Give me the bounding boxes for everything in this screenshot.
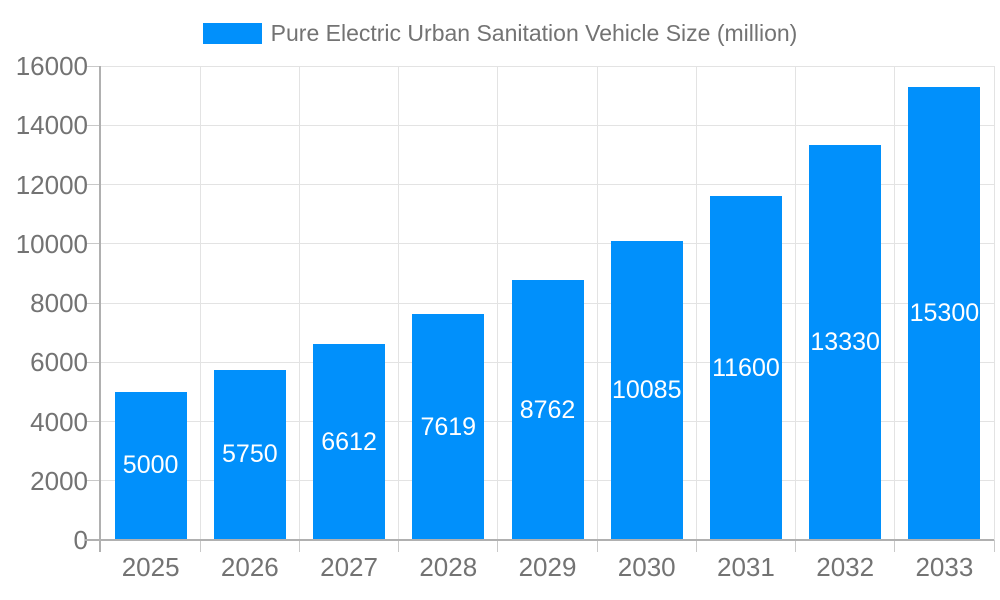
x-axis-tick [894, 540, 896, 552]
y-axis-tick [86, 65, 101, 67]
gridline-horizontal [101, 184, 994, 185]
bar-2025: 5000 [114, 391, 187, 540]
bar-value-label: 7619 [420, 412, 477, 441]
x-axis-tick [497, 540, 499, 552]
bar-value-label: 8762 [519, 395, 576, 424]
gridline-vertical [695, 66, 697, 540]
y-axis-label: 12000 [15, 169, 88, 200]
y-axis-label: 6000 [30, 347, 88, 378]
x-axis-tick [695, 540, 697, 552]
y-axis-label: 10000 [15, 228, 88, 259]
bar-value-label: 10085 [611, 376, 682, 405]
y-axis-label: 0 [73, 525, 88, 555]
chart-legend[interactable]: Pure Electric Urban Sanitation Vehicle S… [0, 21, 1000, 46]
bar-2027: 6612 [313, 344, 386, 540]
gridline-vertical [596, 66, 598, 540]
bar-2026: 5750 [213, 369, 286, 540]
gridline-horizontal [101, 124, 994, 126]
x-axis-tick [795, 540, 797, 552]
bar-value-label: 13330 [810, 328, 880, 357]
x-axis-tick [398, 540, 400, 552]
x-axis-label: 2028 [419, 552, 478, 582]
x-axis-tick [199, 540, 201, 552]
plot-area: 0 2000 4000 6000 8000 10000 12000 14000 16000 500… [16, 52, 995, 581]
x-axis-label: 2025 [121, 552, 180, 582]
x-axis-label: 2033 [915, 552, 974, 582]
y-axis-tick [86, 421, 101, 422]
y-axis-tick [86, 480, 101, 482]
bar-2030: 10085 [610, 241, 683, 540]
gridline-horizontal [101, 65, 994, 67]
y-axis-label: 8000 [30, 288, 88, 318]
bar-value-label: 11600 [712, 353, 780, 382]
bar-2033: 15300 [908, 86, 981, 540]
bar-value-label: 5750 [222, 440, 278, 469]
gridline-vertical [894, 66, 896, 540]
y-axis-tick [86, 243, 101, 245]
y-axis-tick [86, 361, 101, 363]
x-axis-tick [993, 540, 995, 552]
x-axis-label: 2030 [617, 552, 676, 582]
x-axis-label: 2032 [816, 552, 875, 582]
gridline-horizontal [101, 243, 994, 245]
y-axis-label: 14000 [15, 110, 88, 141]
legend-label: Pure Electric Urban Sanitation Vehicle S… [270, 20, 798, 46]
y-axis-line [99, 66, 101, 552]
x-axis-tick [298, 540, 300, 552]
y-axis-label: 4000 [30, 406, 88, 437]
bar-2029: 8762 [511, 280, 584, 540]
x-axis-line [85, 539, 994, 541]
gridline-vertical [298, 66, 300, 540]
x-axis-label: 2031 [717, 552, 775, 582]
gridline-vertical [398, 66, 400, 540]
gridline-vertical [993, 66, 995, 540]
y-axis-tick [86, 184, 101, 185]
x-axis-label: 2026 [220, 552, 279, 582]
x-axis-label: 2029 [518, 552, 577, 582]
legend-swatch-icon [202, 23, 262, 44]
y-axis-label: 2000 [30, 465, 88, 496]
bar-value-label: 15300 [909, 298, 980, 327]
y-axis-tick [86, 302, 101, 304]
gridline-vertical [497, 66, 499, 540]
x-axis-tick [596, 540, 598, 552]
bar-value-label: 6612 [321, 427, 377, 456]
bar-2031: 11600 [709, 196, 782, 540]
y-axis-tick [86, 124, 101, 126]
y-axis-label: 16000 [15, 51, 88, 81]
x-axis-label: 2027 [320, 552, 378, 582]
gridline-vertical [795, 66, 797, 540]
bar-2028: 7619 [412, 314, 485, 540]
bar-2032: 13330 [809, 145, 882, 540]
bar-value-label: 5000 [122, 451, 179, 480]
gridline-vertical [199, 66, 201, 540]
